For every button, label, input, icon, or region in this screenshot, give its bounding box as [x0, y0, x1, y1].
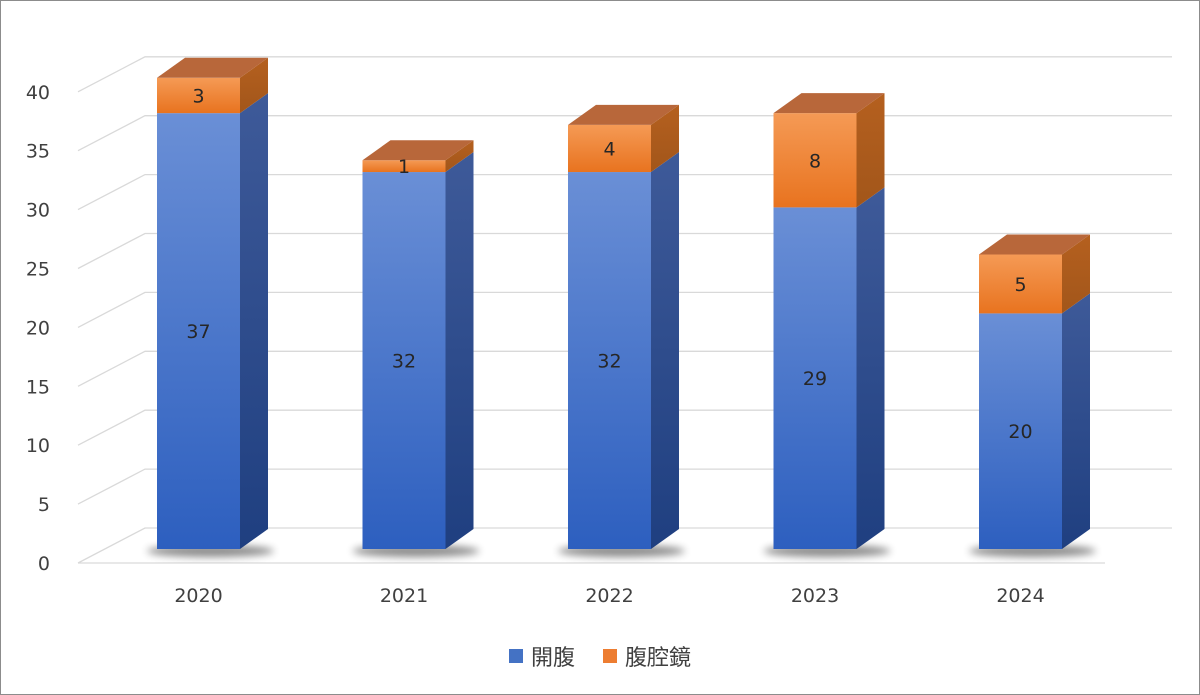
data-label-1-2022: 4 — [603, 138, 615, 160]
bar-side-開腹-2020 — [240, 93, 268, 549]
bar-segment-0-2020 — [157, 113, 240, 549]
y-tick-label: 35 — [26, 141, 50, 163]
data-label-1-2021: 1 — [398, 156, 410, 178]
data-label-0-2022: 32 — [597, 351, 621, 373]
legend-label-series-0: 開腹 — [530, 646, 575, 671]
x-tick-label: 2024 — [996, 585, 1044, 607]
bar-segment-1-2024 — [979, 254, 1062, 314]
data-label-1-2023: 8 — [809, 150, 821, 172]
bar-segment-0-2021 — [362, 172, 446, 550]
y-tick-label: 40 — [26, 82, 50, 104]
bar-side-腹腔鏡-2020 — [240, 57, 268, 114]
y-tick-label: 30 — [26, 200, 50, 222]
legend-swatch-series-1 — [603, 649, 617, 663]
legend-item-series-0: 開腹 — [508, 640, 575, 672]
bar-side-腹腔鏡-2023 — [856, 93, 885, 208]
bar-top-2022 — [568, 104, 679, 125]
data-label-0-2024: 20 — [1008, 421, 1032, 443]
y-tick-label: 20 — [26, 317, 50, 339]
gridline — [77, 56, 1172, 93]
bar-side-開腹-2022 — [651, 152, 679, 550]
data-label-0-2020: 37 — [186, 321, 210, 343]
bar-top-2023 — [773, 93, 885, 114]
bar-segment-0-2024 — [979, 313, 1062, 549]
y-tick-label: 10 — [26, 435, 50, 457]
legend-item-series-1: 腹腔鏡 — [603, 640, 691, 672]
bar-side-開腹-2024 — [1062, 293, 1090, 549]
data-label-1-2024: 5 — [1014, 274, 1026, 296]
bar-segment-0-2023 — [773, 207, 857, 549]
bar-side-開腹-2021 — [445, 152, 474, 550]
bar-top-2024 — [979, 234, 1090, 255]
x-tick-label: 2021 — [380, 585, 428, 607]
bar-segment-1-2022 — [568, 124, 651, 173]
x-tick-label: 2023 — [791, 585, 839, 607]
legend: 開腹 腹腔鏡 — [0, 640, 1200, 672]
data-label-0-2021: 32 — [392, 351, 416, 373]
x-tick-label: 2020 — [174, 585, 222, 607]
bars: 37 3 32 1 32 4 29 8 20 5 — [147, 57, 1096, 557]
bar-segment-1-2023 — [773, 113, 857, 208]
data-label-0-2023: 29 — [803, 368, 827, 390]
x-tick-label: 2022 — [585, 585, 633, 607]
y-tick-label: 5 — [38, 494, 50, 516]
x-axis-ticks: 2020 2021 2022 2023 2024 — [174, 585, 1044, 607]
bar-segment-1-2020 — [157, 77, 240, 114]
y-tick-label: 25 — [26, 259, 50, 281]
legend-label-series-1: 腹腔鏡 — [625, 646, 692, 671]
bar-segment-1-2021 — [362, 160, 446, 173]
bar-top-2021 — [362, 140, 474, 161]
bar-top-2020 — [157, 57, 268, 78]
bar-side-腹腔鏡-2022 — [651, 104, 679, 173]
data-label-1-2020: 3 — [192, 85, 204, 107]
bar-segment-0-2022 — [568, 172, 651, 550]
y-tick-label: 15 — [26, 376, 50, 398]
bar-side-開腹-2023 — [856, 187, 885, 549]
bar-side-腹腔鏡-2021 — [445, 140, 474, 173]
legend-swatch-series-0 — [508, 649, 523, 663]
y-tick-label: 0 — [38, 553, 50, 575]
y-axis-ticks: 0 5 10 15 20 25 30 35 40 — [26, 82, 50, 575]
bar-side-腹腔鏡-2024 — [1062, 234, 1090, 314]
